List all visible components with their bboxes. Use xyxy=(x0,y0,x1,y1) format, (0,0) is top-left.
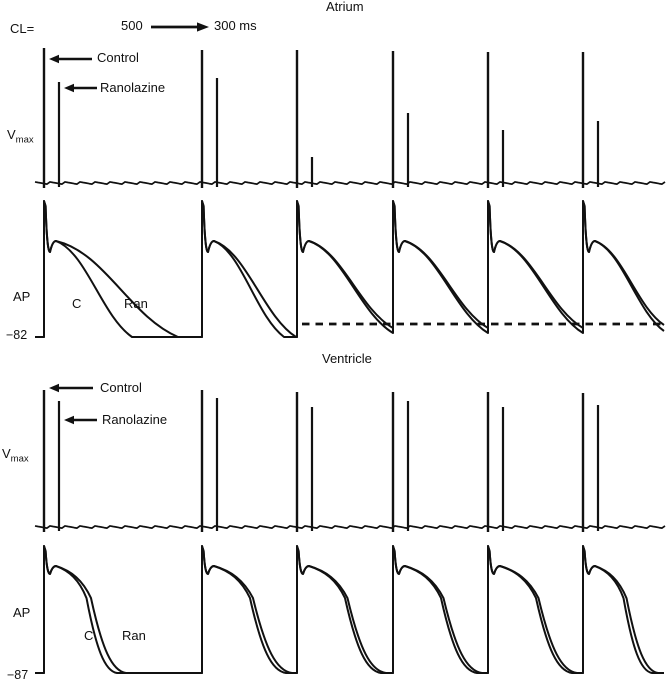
atrium-control-label: Control xyxy=(97,50,139,65)
ventricle-title: Ventricle xyxy=(322,351,372,366)
ventricle-ran-trace-label: Ran xyxy=(122,628,146,643)
atrium-control-arrow-icon-head xyxy=(49,54,59,64)
atrium-vmax-baseline xyxy=(34,181,666,185)
vmax-subscript: max xyxy=(10,453,29,465)
vmax-main: V xyxy=(2,446,11,461)
ventricle-control-arrow-icon-head xyxy=(49,383,59,393)
ventricle-vmax-baseline xyxy=(34,525,666,529)
atrium-title: Atrium xyxy=(326,0,364,14)
ventricle-vmax-ranolazine-trace xyxy=(57,398,600,531)
atrium-ranolazine-label: Ranolazine xyxy=(100,80,166,95)
ventricle-vmax-label: Vmax xyxy=(2,447,29,467)
ventricle-ap-control-trace xyxy=(35,545,664,674)
ventricle-control-label: Control xyxy=(100,380,142,395)
ventricle-ranolazine-arrow-icon-head xyxy=(64,415,74,425)
atrium-ap-ranolazine-trace xyxy=(35,200,665,338)
atrium-ap-label: AP xyxy=(13,289,31,304)
ventricle-c-trace-label: C xyxy=(84,628,94,643)
atrium-rest-potential-label: −82 xyxy=(6,328,28,342)
atrium-ap-control-trace xyxy=(35,200,665,338)
atrium-ranolazine-arrow-icon-head xyxy=(64,83,74,93)
vmax-subscript: max xyxy=(15,134,34,146)
atrium-vmax-control-trace xyxy=(42,48,585,188)
ventricle-ranolazine-label: Ranolazine xyxy=(102,412,168,427)
atrium-vmax-ranolazine-trace xyxy=(57,78,600,187)
atrium-vmax-label: Vmax xyxy=(7,128,34,148)
cl-to-value: 300 ms xyxy=(214,18,257,33)
ventricle-vmax-control-trace xyxy=(42,390,585,532)
vmax-main: V xyxy=(7,127,16,142)
cl-range-arrow-icon-head xyxy=(197,22,209,32)
ventricle-rest-potential-label: −87 xyxy=(7,668,29,682)
ventricle-ap-ranolazine-trace xyxy=(35,545,664,674)
cl-from-value: 500 xyxy=(121,18,143,33)
ventricle-ap-label: AP xyxy=(13,605,31,620)
cycle-length-label: CL= xyxy=(10,21,35,36)
atrium-c-trace-label: C xyxy=(72,296,82,311)
atrium-ran-trace-label: Ran xyxy=(124,296,148,311)
